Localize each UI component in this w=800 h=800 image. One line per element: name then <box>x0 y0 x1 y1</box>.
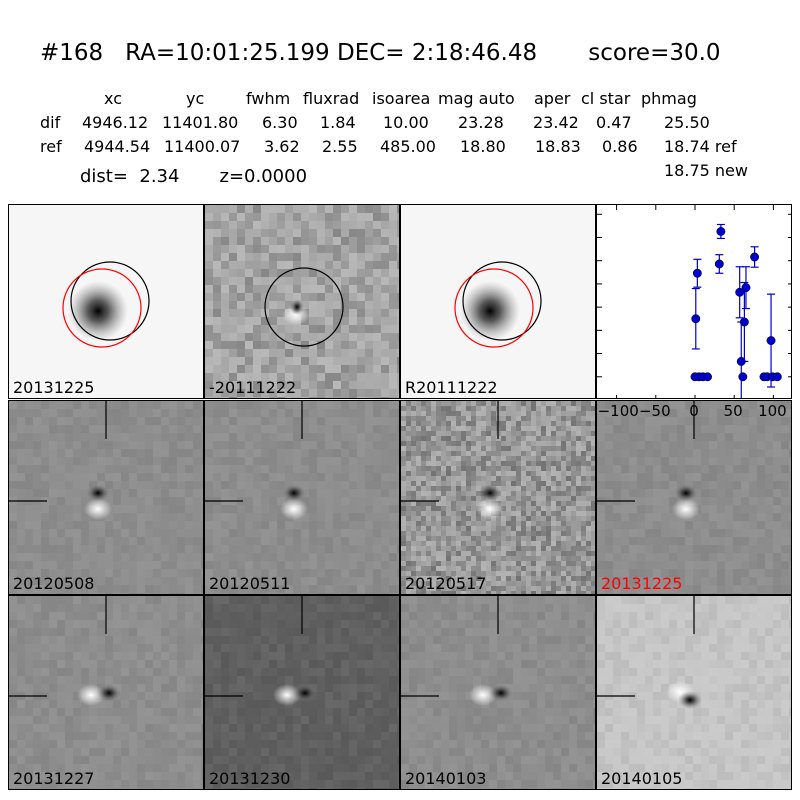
cell-ref-6: 18.83 <box>535 137 581 156</box>
image-stamp-grid: 20131225 -20111222 R20111222 22.022.523.023… <box>8 204 792 790</box>
data-point <box>738 372 748 382</box>
cell-dif-1: 11401.80 <box>162 113 239 132</box>
x-tick-label: 0 <box>689 402 699 420</box>
x-tick-label: 100 <box>758 402 787 420</box>
stamp-image <box>205 400 399 594</box>
table-header-3: fluxrad <box>303 89 360 108</box>
table-header-4: isoarea <box>372 89 431 108</box>
stamp-date-label: -20111222 <box>209 378 297 397</box>
x-tick-label: −50 <box>638 402 671 420</box>
stamp-panel: 20120511 <box>204 399 400 595</box>
cell-dif-0: 4946.12 <box>82 113 149 132</box>
stamp-panel: -20111222 <box>204 204 400 399</box>
cell-ref-5: 18.80 <box>460 137 506 156</box>
stamp-image <box>9 205 203 398</box>
data-point <box>739 317 749 327</box>
cell-ref-4: 485.00 <box>380 137 436 156</box>
data-point <box>716 227 726 236</box>
cell-dif-2: 6.30 <box>262 113 298 132</box>
stamp-date-label: 20131225 <box>601 573 683 593</box>
cell-ref-1: 11400.07 <box>164 137 241 156</box>
stamp-date-label: 20131230 <box>209 769 291 788</box>
cell-dif-6: 23.42 <box>533 113 579 132</box>
stamp-panel: 20120517 <box>400 399 596 595</box>
stamp-image <box>401 400 595 594</box>
stamp-panel: 20131230 <box>204 595 400 790</box>
cell-ref-3: 2.55 <box>322 137 358 156</box>
stamp-date-label: 20120508 <box>13 573 95 593</box>
stamp-panel: 20140103 <box>400 595 596 790</box>
stamp-image <box>597 400 791 594</box>
phmag-new: 18.75 new <box>664 161 748 180</box>
stamp-date-label: R20111222 <box>405 378 498 397</box>
table-header-1: yc <box>186 89 205 108</box>
data-point <box>741 283 751 293</box>
cell-ref-7: 0.86 <box>602 137 638 156</box>
data-point <box>691 314 701 324</box>
stamp-panel: 20131227 <box>8 595 204 790</box>
stamp-panel: 20120508 <box>8 399 204 595</box>
x-tick-label: −100 <box>597 402 639 420</box>
table-header-7: cl star <box>581 89 631 108</box>
cell-ref-2: 3.62 <box>264 137 300 156</box>
cell-dif-4: 10.00 <box>383 113 429 132</box>
stamp-image <box>401 596 595 789</box>
table-header-0: xc <box>104 89 122 108</box>
stamp-image <box>205 205 399 398</box>
stamp-date-label: 20140103 <box>405 769 487 788</box>
cell-ref-8: 18.74 ref <box>664 137 737 156</box>
data-point <box>750 252 760 262</box>
row-name-dif: dif <box>40 113 61 132</box>
dist-line: dist= 2.34 z=0.0000 <box>80 166 308 187</box>
candidate-title: #168 RA=10:01:25.199 DEC= 2:18:46.48 sco… <box>40 40 721 66</box>
data-point <box>766 336 776 346</box>
stamp-image <box>9 400 203 594</box>
x-tick-label: 50 <box>723 402 743 420</box>
light-curve-panel: 22.022.523.023.524.024.525.025.526.0 <box>596 204 792 399</box>
cell-dif-7: 0.47 <box>596 113 632 132</box>
cell-dif-8: 25.50 <box>664 113 710 132</box>
stamp-image <box>597 596 791 789</box>
table-header-5: mag auto <box>438 89 515 108</box>
stamp-date-label: 20131227 <box>13 769 95 788</box>
stamp-panel: 20131225 <box>596 399 792 595</box>
stamp-date-label: 20120511 <box>209 573 291 593</box>
cell-ref-0: 4944.54 <box>84 137 151 156</box>
cell-dif-3: 1.84 <box>320 113 356 132</box>
stamp-date-label: 20140105 <box>601 769 683 788</box>
table-header-6: aper <box>534 89 571 108</box>
data-point <box>703 372 712 382</box>
stamp-panel: R20111222 <box>400 204 596 399</box>
row-name-ref: ref <box>40 137 62 156</box>
stamp-panel: 20131225 <box>8 204 204 399</box>
stamp-image <box>9 596 203 789</box>
stamp-image <box>205 596 399 789</box>
data-point <box>714 259 724 269</box>
stamp-date-label: 20131225 <box>13 378 95 397</box>
cell-dif-5: 23.28 <box>458 113 504 132</box>
table-header-8: phmag <box>641 89 697 108</box>
table-header-2: fwhm <box>246 89 291 108</box>
stamp-date-label: 20120517 <box>405 573 487 593</box>
data-point <box>692 268 702 278</box>
stamp-panel: 20140105 <box>596 595 792 790</box>
data-point <box>772 372 782 382</box>
stamp-image <box>401 205 595 398</box>
light-curve-plot: 22.022.523.023.524.024.525.025.526.0 <box>597 205 791 398</box>
